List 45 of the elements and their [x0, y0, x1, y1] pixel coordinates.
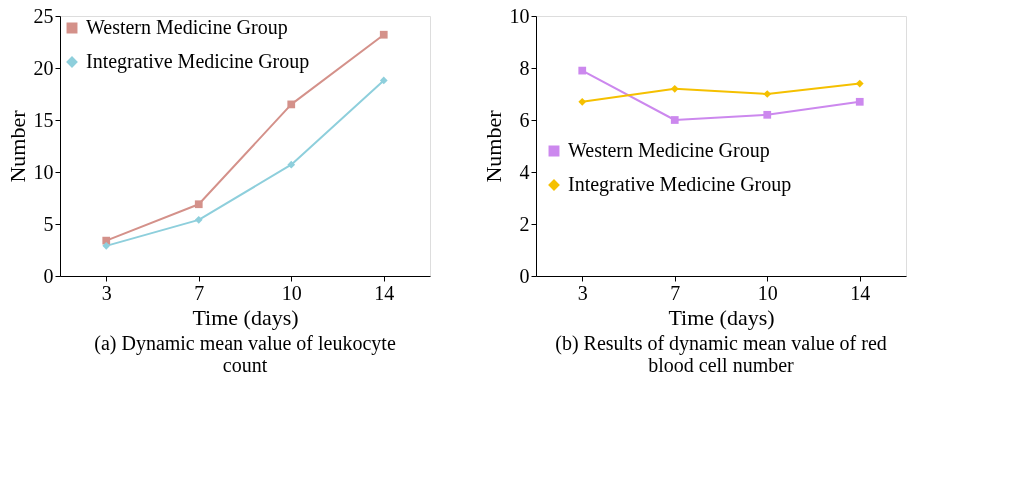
x-tick-label: 7: [670, 281, 681, 304]
y-tick-label: 25: [33, 4, 54, 27]
x-axis-title: Time (days): [668, 304, 775, 330]
text: (a) Dynamic mean value of leukocyte count: [94, 332, 396, 376]
y-tick-label: 10: [509, 4, 530, 27]
point: [379, 30, 388, 39]
y-tick-label: 2: [519, 212, 530, 235]
point: [670, 84, 679, 93]
point: [379, 76, 388, 85]
point: [194, 200, 203, 209]
x-tick-label: 10: [757, 281, 778, 304]
y-axis-title: Number: [480, 109, 506, 183]
y-tick-label: 4: [519, 160, 530, 183]
point: [763, 110, 772, 119]
x-tick-label: 14: [850, 281, 871, 304]
y-axis-title: Number: [4, 109, 30, 183]
point: [287, 100, 296, 109]
x-tick-label: 7: [194, 281, 205, 304]
y-tick-label: 6: [519, 108, 530, 131]
text: (b) Results of dynamic mean value of red blood cell number: [555, 332, 887, 376]
y-tick-label: 8: [519, 56, 530, 79]
x-axis-title: Time (days): [192, 304, 299, 330]
point: [578, 66, 587, 75]
x-tick-label: 14: [374, 281, 395, 304]
legend-label: Integrative Medicine Group: [86, 50, 310, 73]
point: [855, 79, 864, 88]
legend-label: Integrative Medicine Group: [568, 173, 792, 196]
y-tick-label: 5: [43, 212, 54, 235]
y-tick-label: 0: [43, 264, 54, 287]
x-tick-label: 3: [101, 281, 112, 304]
x-tick-label: 3: [577, 281, 588, 304]
point: [102, 241, 111, 250]
point: [763, 90, 772, 98]
y-tick-label: 0: [519, 264, 530, 287]
y-tick-label: 10: [33, 160, 54, 183]
point: [194, 215, 203, 224]
legend-label: Western Medicine Group: [86, 16, 288, 39]
point: [855, 97, 864, 106]
point: [578, 97, 587, 106]
y-tick-label: 20: [33, 56, 54, 79]
point: [670, 116, 679, 124]
x-tick-label: 10: [281, 281, 302, 304]
point: [287, 160, 296, 169]
legend-label: Western Medicine Group: [568, 139, 770, 162]
y-tick-label: 15: [33, 108, 54, 131]
